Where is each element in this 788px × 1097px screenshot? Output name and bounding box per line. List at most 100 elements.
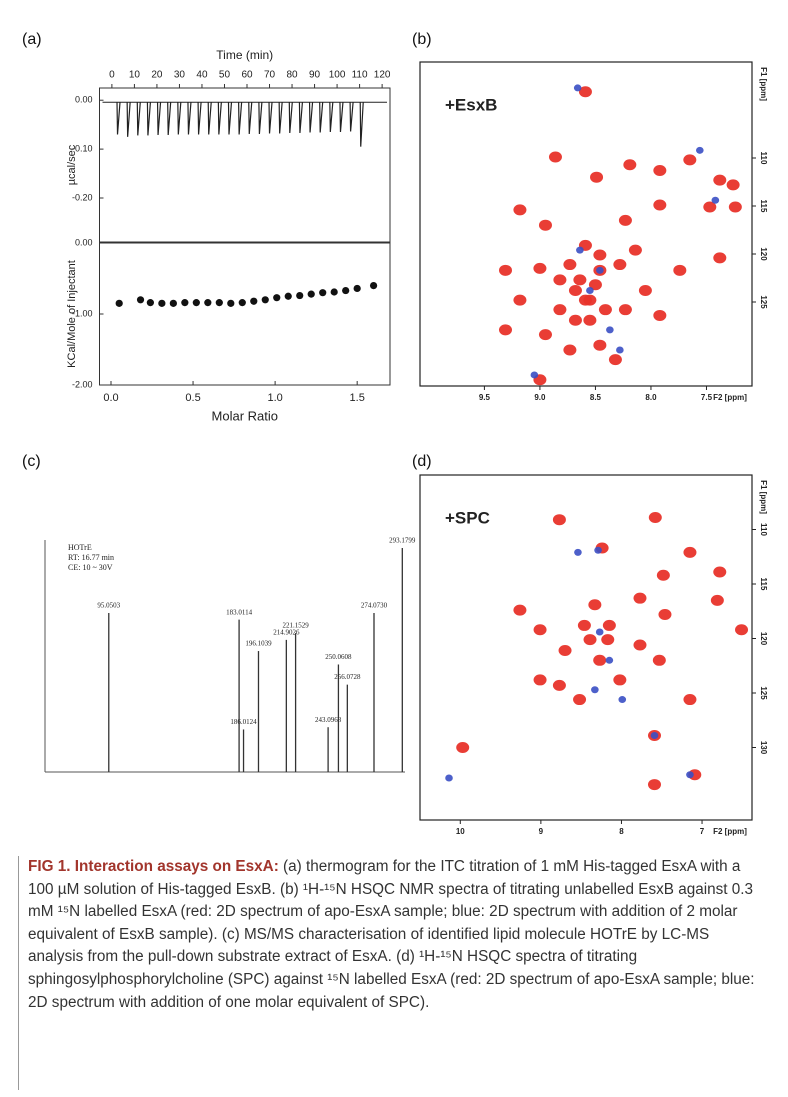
x-tick-label: 9.5 [479,393,491,402]
nmr-peak [568,314,582,326]
x-tick-label: 10 [456,827,465,836]
nmr-peak [633,639,647,651]
data-point [158,299,166,307]
injection-peak [116,102,121,135]
nmr-peak [658,609,672,621]
injection-peak [238,102,243,135]
peak-label: 186.0124 [230,718,257,726]
x-tick-label: 9.0 [534,393,546,402]
injection-peak [167,102,172,135]
peak-label: 293.1799 [389,537,416,545]
x-tick-label: 60 [241,70,253,81]
y-tick-label: 0.00 [75,237,93,247]
data-point [342,286,350,295]
injection-peak [156,102,162,135]
nmr-peak [650,732,659,740]
nmr-peak [552,679,566,691]
x-axis-label: Molar Ratio [212,408,278,423]
peak-label: 274.0730 [361,602,388,610]
y-tick-label: 125 [759,295,768,309]
y-tick-label: -0.20 [72,192,93,202]
injection-peak [248,102,253,135]
x-tick-label: 8.5 [590,393,602,402]
nmr-peak [638,284,652,296]
nmr-peak [652,654,666,666]
panel-label: (c) [22,453,41,470]
x-tick-label: 90 [309,70,321,81]
nmr-peak [710,594,724,606]
peak-label: 183.0114 [226,608,252,616]
panel-label: (b) [412,31,432,48]
injection-peak [319,102,324,133]
injection-peak [308,102,314,133]
y-tick-label: -2.00 [72,379,93,389]
x-tick-label: 9 [539,827,544,836]
nmr-peak [648,512,662,524]
x-axis-label: Time (min) [216,48,273,62]
x-axis-label: F2 [ppm] [713,393,747,402]
nmr-peak [653,199,667,211]
nmr-peak [618,214,632,226]
x-tick-label: 7 [700,827,705,836]
nmr-peak [703,201,717,213]
nmr-peak [601,634,615,646]
nmr-peak [656,569,670,581]
nmr-peak [683,546,697,558]
data-point [319,289,327,297]
nmr-peak [673,264,687,276]
nmr-peak [533,262,547,274]
injection-peak [339,102,344,133]
y-tick-label: -0.10 [72,143,93,153]
nmr-peak [623,159,637,171]
nmr-peak [711,196,720,204]
nmr-peak [593,249,607,261]
x-tick-label: 30 [174,70,186,81]
data-point [273,294,281,302]
x-tick-label: 10 [129,70,141,81]
nmr-peak [728,201,742,213]
y-tick-label: 110 [759,523,768,536]
injection-peak [359,102,364,147]
nmr-peak [591,686,599,694]
x-tick-label: 40 [196,70,208,81]
panel-label: (d) [412,453,432,470]
injection-peak [136,102,141,136]
x-tick-label: 7.5 [701,393,713,402]
injection-peak [126,102,131,137]
nmr-peak [683,154,697,166]
data-point [330,288,338,296]
nmr-peak [653,309,667,321]
nmr-peak [552,514,566,526]
legend-text: HOTrE [68,543,92,552]
injection-peak [268,102,273,134]
nmr-peak [563,344,577,356]
peak-label: 256.0728 [334,673,361,681]
peak-label: 243.0968 [315,716,342,724]
y-axis-label: KCal/Mole of Injectant [66,260,78,368]
nmr-peak [633,592,647,604]
nmr-peak [498,324,512,336]
nmr-peak [605,656,614,664]
nmr-peak [616,346,624,354]
data-point [136,296,145,304]
nmr-peak [513,204,527,216]
nmr-peak [553,274,567,286]
annotation: +SPC [445,508,490,527]
peak-label: 214.9026 [273,628,300,636]
caption-text: (a) thermogram for the ITC titration of … [28,858,755,1011]
x-tick-label: 100 [329,70,346,81]
data-point [115,299,123,307]
nmr-peak [595,628,604,636]
injection-peak [227,102,233,135]
nmr-peak [596,266,604,274]
injection-peak [197,102,202,135]
nmr-peak [613,674,627,686]
x-tick-label: 120 [374,70,391,81]
data-point [169,299,177,307]
plot-frame [99,87,391,243]
nmr-peak [593,654,607,666]
nmr-peak [606,326,614,334]
data-point [250,297,258,305]
nmr-peak [558,644,572,656]
